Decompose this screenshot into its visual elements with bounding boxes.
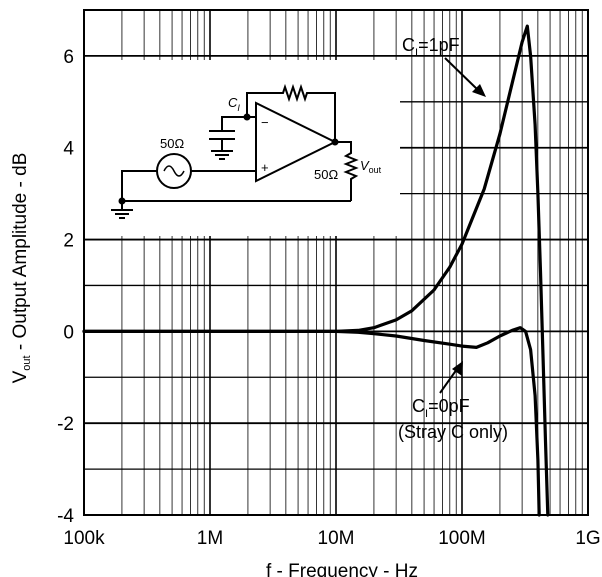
y-tick-label: 0 bbox=[63, 322, 74, 343]
data-curves bbox=[82, 24, 550, 517]
load-resistance-label: 50Ω bbox=[314, 167, 338, 182]
sine-wave-icon bbox=[163, 165, 185, 177]
x-tick-label: 100k bbox=[63, 528, 105, 549]
source-ground-wire bbox=[121, 170, 157, 201]
vout-label: Vout bbox=[360, 158, 382, 175]
y-axis-title: Vout - Output Amplitude - dB bbox=[10, 153, 33, 384]
opamp-minus-sign: − bbox=[261, 115, 269, 130]
x-axis-title: f - Frequency - Hz bbox=[266, 561, 418, 577]
schematic-inset: − + CI 50Ω 50Ω Vout bbox=[84, 60, 400, 236]
annotation-c0-label: CI=0pF bbox=[412, 396, 470, 420]
annotation-c0-arrow bbox=[439, 368, 458, 394]
output-wire bbox=[335, 141, 359, 201]
y-tick-label: 6 bbox=[63, 47, 74, 68]
opamp-symbol bbox=[255, 101, 338, 183]
feedback-wire bbox=[246, 83, 336, 142]
capacitor-label: CI bbox=[228, 95, 240, 113]
tick-labels: 100k 1M 10M 100M 1G 6 4 2 0 -2 -4 bbox=[57, 47, 601, 549]
plot-frame bbox=[83, 9, 589, 516]
y-tick-label: -4 bbox=[57, 506, 74, 527]
y-tick-label: -2 bbox=[57, 414, 74, 435]
y-tick-label: 4 bbox=[63, 139, 74, 160]
annotation-c1-arrow bbox=[444, 57, 480, 92]
capacitor-wire bbox=[221, 116, 247, 131]
annotation-c1-arrowhead bbox=[472, 84, 486, 97]
series-line-cl-0pf bbox=[82, 326, 541, 517]
y-tick-label: 2 bbox=[63, 231, 74, 252]
annotation-c0-arrowhead bbox=[452, 361, 463, 376]
x-tick-label: 100M bbox=[438, 528, 486, 549]
annotation-c0-note: (Stray C only) bbox=[398, 422, 508, 442]
x-tick-label: 1G bbox=[575, 528, 600, 549]
x-tick-label: 1M bbox=[197, 528, 223, 549]
series-line-cl-1pf bbox=[82, 24, 550, 517]
annotation-c1-label: CI=1pF bbox=[402, 35, 460, 59]
x-tick-label: 10M bbox=[318, 528, 355, 549]
source-resistance-label: 50Ω bbox=[160, 136, 184, 151]
schematic-background bbox=[84, 60, 400, 236]
opamp-plus-sign: + bbox=[261, 160, 269, 175]
